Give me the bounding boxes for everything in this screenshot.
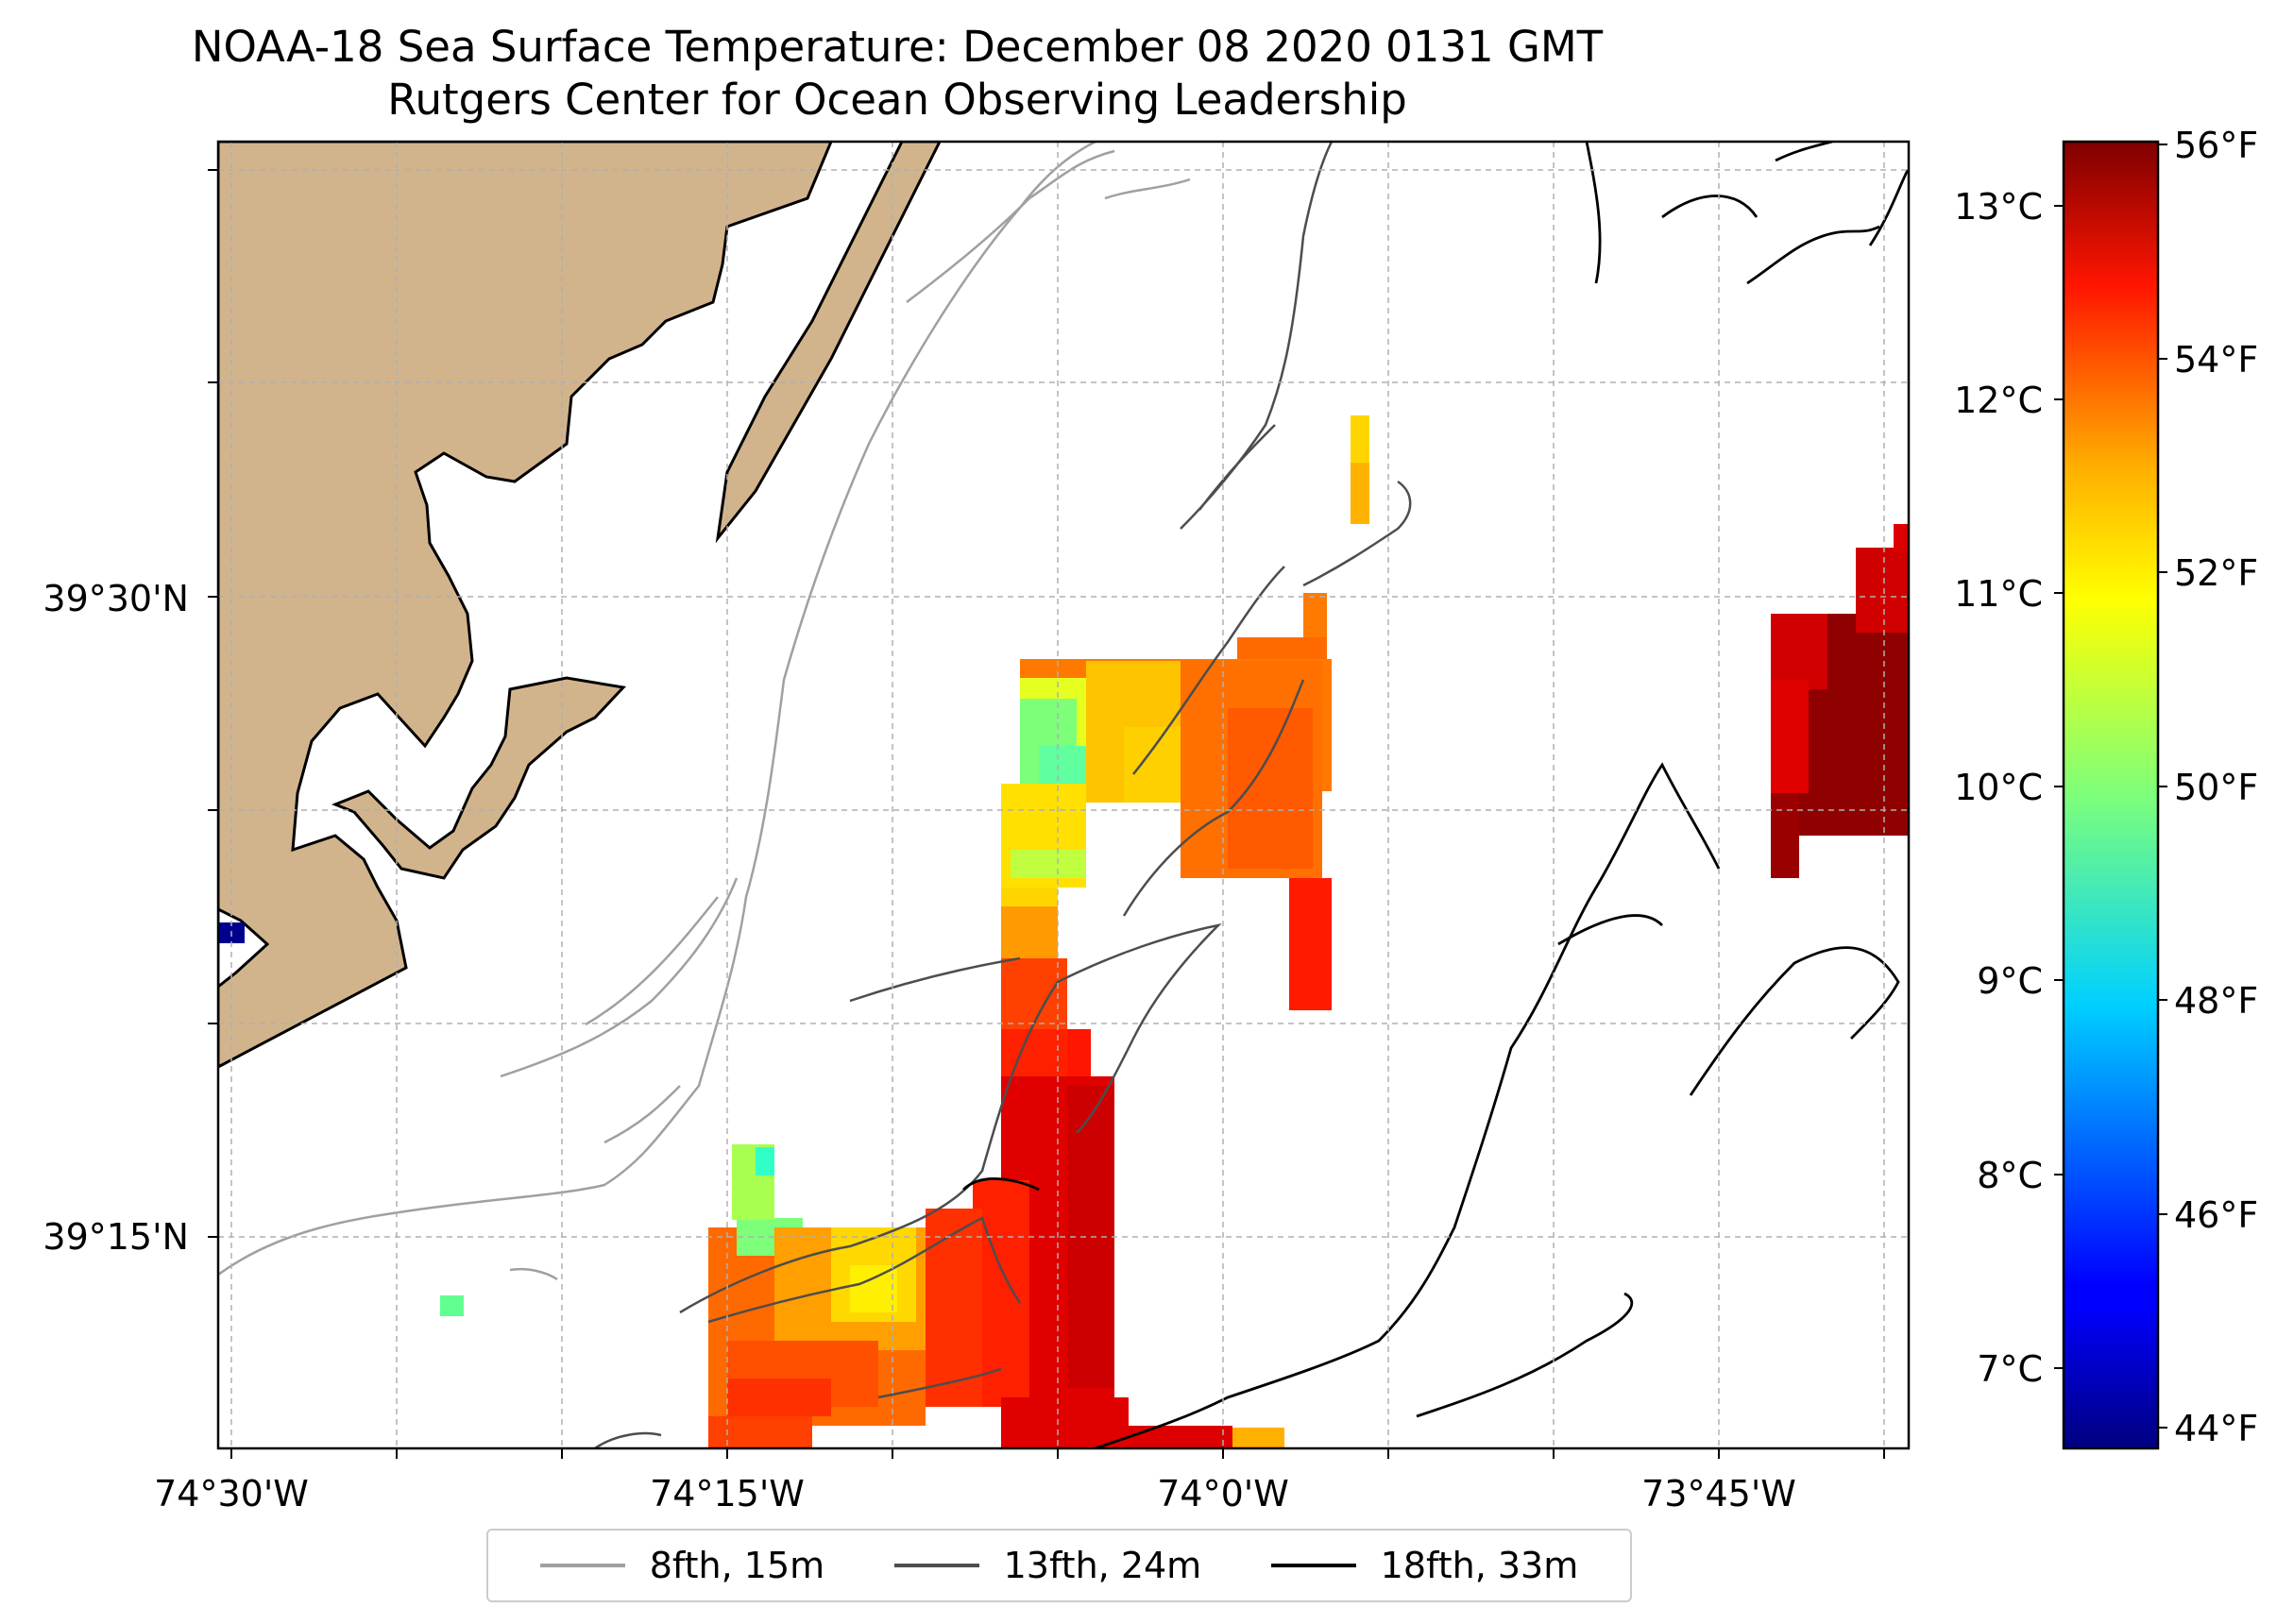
colorbar: 13°C 12°C 11°C 10°C 9°C 8°C 7°C 56°F 54°… xyxy=(1954,125,2258,1450)
legend-item-13fth: 13fth, 24m xyxy=(893,1545,1202,1586)
isobath-13fth xyxy=(594,142,1412,1448)
fahrenheit-tick: 56°F xyxy=(2174,125,2258,166)
lon-label: 73°45'W xyxy=(1641,1473,1796,1514)
lat-label: 39°15'N xyxy=(42,1216,189,1258)
fahrenheit-tick: 50°F xyxy=(2174,767,2258,808)
legend-label: 8fth, 15m xyxy=(649,1545,825,1586)
map-title: NOAA-18 Sea Surface Temperature: Decembe… xyxy=(191,22,1604,72)
legend-line-medium xyxy=(893,1564,979,1567)
lon-label: 74°30'W xyxy=(154,1473,309,1514)
map-area xyxy=(218,142,1909,1448)
fahrenheit-tick: 52°F xyxy=(2174,552,2258,594)
legend-item-18fth: 18fth, 33m xyxy=(1270,1545,1579,1586)
legend-line-light xyxy=(539,1564,625,1567)
legend-item-8fth: 8fth, 15m xyxy=(539,1545,825,1586)
fahrenheit-tick: 46°F xyxy=(2174,1194,2258,1236)
axis-ticks xyxy=(208,169,1885,1459)
celsius-tick: 13°C xyxy=(1954,186,2043,228)
celsius-tick: 12°C xyxy=(1954,380,2043,421)
fahrenheit-tick: 48°F xyxy=(2174,980,2258,1022)
map-frame xyxy=(216,140,1911,1450)
map-subtitle: Rutgers Center for Ocean Observing Leade… xyxy=(387,75,1407,125)
legend-label: 13fth, 24m xyxy=(1003,1545,1202,1586)
isobath-legend: 8fth, 15m 13fth, 24m 18fth, 33m xyxy=(486,1529,1632,1602)
gridlines xyxy=(218,142,1909,1448)
celsius-tick: 11°C xyxy=(1954,573,2043,615)
lon-label: 74°0'W xyxy=(1157,1473,1289,1514)
celsius-tick: 8°C xyxy=(1977,1155,2043,1196)
isobath-18fth xyxy=(962,142,1909,1448)
celsius-tick: 7°C xyxy=(1977,1348,2043,1390)
lon-label: 74°15'W xyxy=(650,1473,805,1514)
fahrenheit-tick: 54°F xyxy=(2174,339,2258,381)
isobath-8fth xyxy=(218,142,1191,1281)
celsius-tick: 9°C xyxy=(1977,960,2043,1002)
legend-label: 18fth, 33m xyxy=(1380,1545,1579,1586)
lat-label: 39°30'N xyxy=(42,578,189,619)
fahrenheit-tick: 44°F xyxy=(2174,1408,2258,1449)
colorbar-gradient xyxy=(2062,140,2160,1450)
legend-line-dark xyxy=(1270,1564,1356,1567)
celsius-tick: 10°C xyxy=(1954,767,2043,808)
